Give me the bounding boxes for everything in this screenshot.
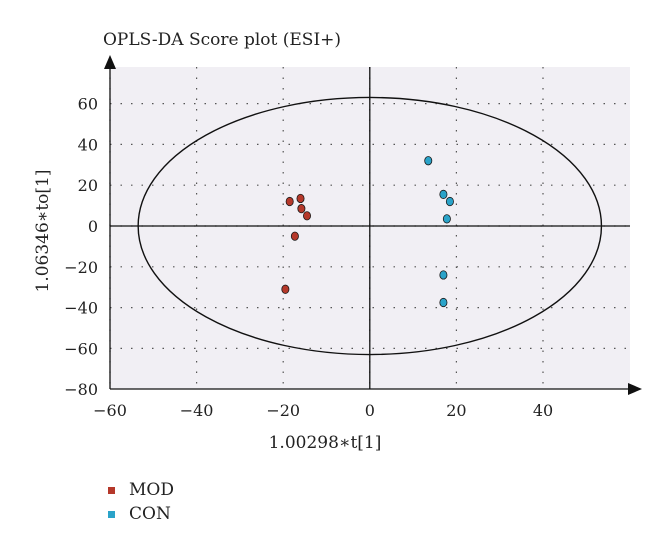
data-point-con [439, 297, 448, 308]
data-point-mod [297, 204, 306, 214]
legend-item-con: CON [108, 502, 174, 526]
x-tick-label: −60 [93, 401, 127, 420]
confidence-ellipse [137, 96, 603, 356]
x-tick-label: −40 [180, 401, 214, 420]
data-point-mod [290, 231, 299, 241]
data-point-con [442, 214, 451, 224]
y-tick-label: 40 [78, 135, 98, 154]
y-tick-label: 20 [78, 176, 98, 195]
confidence-ellipse-layer [137, 96, 603, 356]
y-tick-label: 60 [78, 95, 98, 114]
x-tick-label: 20 [446, 401, 466, 420]
y-tick-label: −60 [64, 339, 98, 358]
legend: MOD CON [108, 478, 174, 526]
data-points [281, 156, 454, 308]
x-axis-label: 1.00298∗t[1] [269, 433, 382, 453]
x-tick-label: −20 [266, 401, 300, 420]
axes [104, 55, 642, 395]
data-point-con [439, 189, 448, 199]
tick-labels: −60 −40 −20 0 20 40 60 40 20 0 −20 −40 −60 −80 [64, 95, 553, 420]
y-tick-label: −40 [64, 299, 98, 318]
y-tick-label: 0 [88, 217, 98, 236]
data-point-mod [303, 211, 312, 221]
y-tick-label: −20 [64, 258, 98, 277]
data-point-con [424, 156, 433, 166]
y-axis-arrow [104, 55, 116, 69]
data-point-mod [281, 284, 290, 294]
data-point-mod [285, 196, 294, 207]
data-point-con [439, 270, 448, 280]
legend-label-mod: MOD [129, 480, 174, 500]
y-tick-label: −80 [64, 380, 98, 399]
data-point-mod [296, 193, 305, 204]
x-tick-label: 40 [533, 401, 553, 420]
x-axis-arrow [628, 383, 642, 395]
legend-swatch-con [108, 510, 115, 518]
legend-item-mod: MOD [108, 478, 174, 502]
x-tick-label: 0 [365, 401, 375, 420]
chart-title: OPLS-DA Score plot (ESI+) [103, 30, 341, 50]
legend-label-con: CON [129, 504, 171, 524]
legend-swatch-mod [108, 486, 115, 494]
y-axis-label: 1.06346∗to[1] [33, 169, 53, 292]
data-point-con [445, 196, 454, 207]
